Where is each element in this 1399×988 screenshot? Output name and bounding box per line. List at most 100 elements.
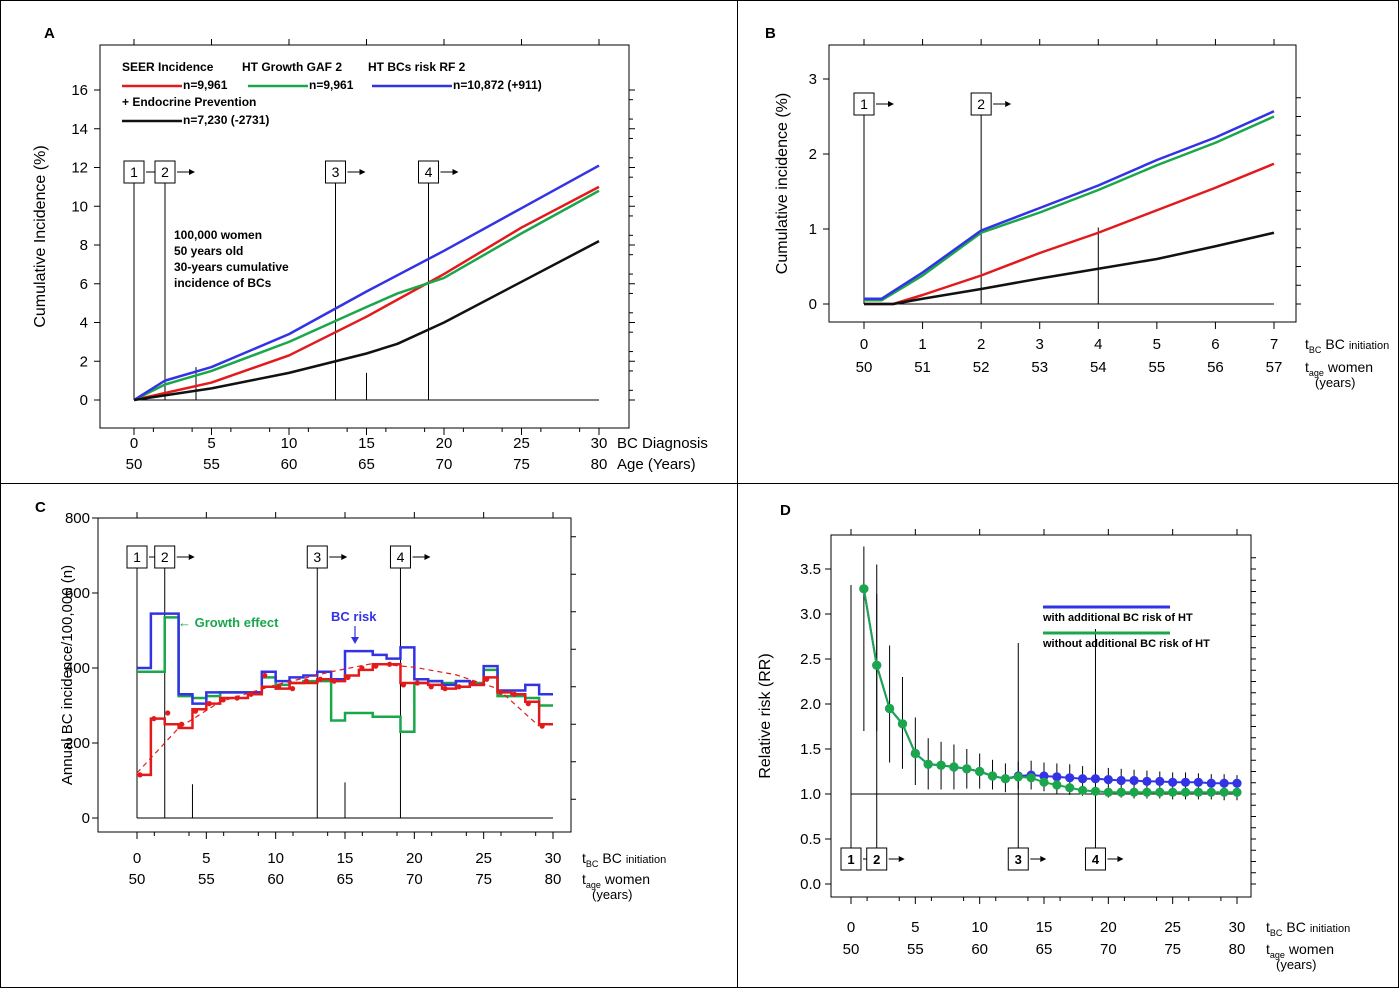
legend-label: with additional BC risk of HT: [1042, 612, 1193, 624]
x-tick-label: 10: [281, 435, 298, 452]
age-tick-label: 50: [843, 941, 860, 958]
data-point-blue: [1206, 778, 1216, 788]
data-point: [151, 716, 157, 722]
marker-label: 4: [1092, 852, 1100, 867]
marker-box: [1007, 847, 1029, 871]
marker-arrow-head: [359, 169, 366, 175]
x-axis-title: BC Diagnosis: [617, 435, 708, 452]
data-point-green: [1090, 786, 1101, 796]
marker-arrow-head: [1040, 856, 1047, 862]
x-axis-title-main: BC: [1325, 336, 1344, 352]
y-tick-label: 8: [80, 237, 88, 254]
plot-frame: [99, 44, 630, 429]
marker-label: 1: [130, 164, 138, 180]
x-tick-label: 15: [1036, 919, 1053, 936]
fit-curve: [136, 662, 540, 774]
legend-header: HT BCs risk RF 2: [368, 60, 466, 74]
data-point-green: [1000, 774, 1011, 784]
panel-label-a: A: [44, 25, 55, 42]
marker-label: 2: [161, 164, 169, 180]
marker-box: [126, 545, 148, 569]
annotation-text: 50 years old: [174, 244, 243, 258]
age-axis-title: Age (Years): [617, 456, 696, 473]
marker-arrow-head: [888, 101, 894, 107]
age-axis-title-sub: age: [1309, 368, 1324, 378]
x-tick-label: 15: [337, 850, 354, 867]
data-point: [511, 691, 517, 697]
series-line-blue: [864, 110, 1275, 300]
y-tick-label: 1: [809, 221, 817, 238]
data-point-blue: [1142, 776, 1152, 787]
age-axis-title-t: t: [1305, 359, 1309, 375]
data-point: [289, 686, 296, 692]
bc-risk-arrow-head: [351, 637, 359, 644]
annotation-text: 100,000 women: [174, 228, 262, 242]
y-tick-label: 0.5: [800, 831, 821, 848]
y-tick-label: 0: [80, 392, 88, 409]
marker-box: [853, 92, 875, 116]
age-axis-title-sub: age: [586, 880, 601, 890]
y-axis-title: Annual BC incidence/100,000 (n): [59, 565, 76, 785]
age-tick-label: 80: [591, 456, 608, 473]
data-point: [234, 695, 240, 701]
age-tick-label: 56: [1207, 359, 1224, 376]
x-axis-title: tBC BC initiation: [1305, 336, 1389, 355]
x-axis-title-main: BC: [602, 850, 621, 866]
x-tick-label: 1: [918, 336, 926, 353]
data-point: [165, 710, 171, 716]
age-axis-title-sub: age: [1270, 950, 1285, 960]
x-tick-label: 0: [130, 435, 138, 452]
y-tick-label: 3.5: [800, 561, 821, 578]
age-tick-label: 70: [406, 871, 423, 888]
data-point-green: [923, 759, 933, 769]
data-point: [539, 723, 545, 729]
marker-arrow-head: [189, 169, 195, 175]
marker-label: 4: [425, 164, 433, 180]
marker-label: 2: [161, 549, 169, 565]
age-tick-label: 55: [198, 871, 215, 888]
age-tick-label: 50: [129, 871, 146, 888]
series-line-red: [133, 185, 600, 402]
marker-box: [866, 847, 888, 871]
data-point: [248, 691, 254, 697]
x-axis-title: tBC BC initiation: [582, 850, 666, 869]
data-point-green: [1078, 785, 1088, 796]
y-axis-title: Cumulative Incidence (%): [32, 145, 49, 327]
data-point: [192, 708, 199, 714]
data-point: [470, 680, 476, 686]
years-label: (years): [1276, 957, 1316, 972]
age-tick-label: 51: [914, 359, 931, 376]
data-point-blue: [1090, 774, 1101, 784]
data-point-green: [1116, 787, 1126, 797]
x-tick-label: 15: [358, 435, 375, 452]
data-point-green: [1155, 787, 1165, 797]
age-tick-label: 65: [337, 871, 354, 888]
data-point-green: [936, 760, 946, 770]
data-point: [428, 684, 434, 690]
marker-box: [154, 545, 176, 569]
x-tick-label: 0: [847, 919, 855, 936]
x-axis-title-small: initiation: [1310, 923, 1350, 935]
x-tick-label: 20: [436, 435, 453, 452]
x-tick-label: 20: [1100, 919, 1117, 936]
age-tick-label: 60: [971, 941, 988, 958]
age-tick-label: 50: [856, 359, 873, 376]
data-point: [206, 701, 212, 707]
data-point: [373, 663, 379, 669]
legend-count: n=9,961: [183, 78, 228, 92]
data-point: [262, 672, 268, 679]
y-tick-label: 1.5: [800, 741, 821, 758]
data-point: [456, 684, 462, 690]
marker-label: 3: [313, 549, 321, 565]
marker-arrow-head: [341, 554, 348, 560]
y-tick-label: 4: [80, 315, 88, 332]
y-tick-label: 0: [82, 810, 90, 827]
data-point: [414, 680, 420, 686]
legend-header: SEER Incidence: [122, 60, 214, 74]
data-point: [220, 697, 226, 703]
legend-count: n=9,961: [309, 78, 354, 92]
series-line-red: [864, 162, 1275, 306]
